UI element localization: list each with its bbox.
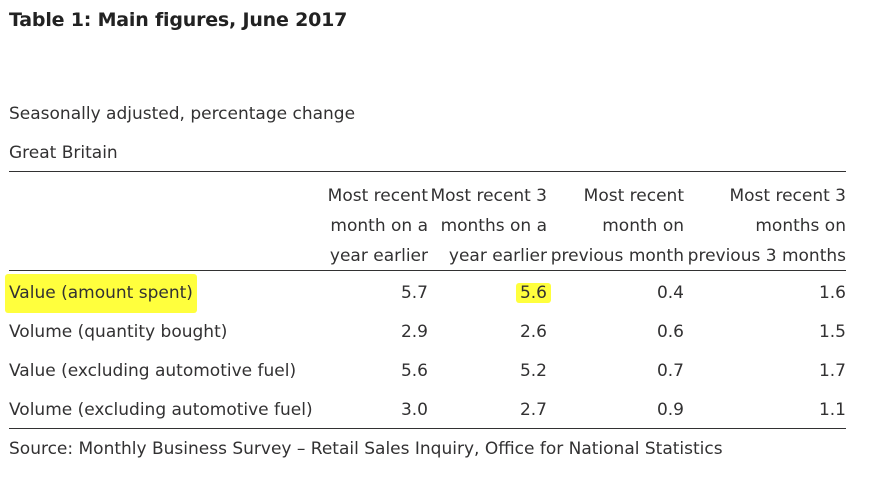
column-header-2: Most recent 3 months on a year earlier xyxy=(430,181,547,271)
source-note: Source: Monthly Business Survey – Retail… xyxy=(9,439,723,459)
cell-value: 0.9 xyxy=(656,400,684,420)
table-row: Volume (quantity bought) 2.9 2.6 0.6 1.5 xyxy=(9,313,846,352)
table-header-rule xyxy=(9,270,846,271)
table-title: Table 1: Main figures, June 2017 xyxy=(9,9,348,31)
table-subtitle: Seasonally adjusted, percentage change xyxy=(9,104,356,124)
cell-value: 0.7 xyxy=(656,361,684,381)
cell-value: 2.6 xyxy=(519,322,547,342)
column-header-3: Most recent month on previous month xyxy=(551,181,684,271)
cell-value: 5.2 xyxy=(519,361,547,381)
cell-value: 1.1 xyxy=(818,400,846,420)
column-header-line: Most recent xyxy=(583,186,684,206)
row-label: Value (amount spent) xyxy=(5,274,197,313)
table-row: Value (amount spent) 5.7 5.6 0.4 1.6 xyxy=(5,274,846,313)
row-label: Value (excluding automotive fuel) xyxy=(9,361,297,381)
column-header-4: Most recent 3 months on previous 3 month… xyxy=(688,181,846,271)
column-header-line: Most recent 3 xyxy=(430,186,547,206)
column-header-line: months on xyxy=(755,216,846,236)
column-header-1: Most recent month on a year earlier xyxy=(328,181,428,271)
cell-value: 0.6 xyxy=(656,322,684,342)
cell-value: 3.0 xyxy=(400,400,428,420)
column-header-line: Most recent xyxy=(327,186,428,206)
column-header-line: month on a xyxy=(330,216,428,236)
column-header-line: year earlier xyxy=(448,246,547,266)
column-header-line: months on a xyxy=(440,216,547,236)
cell-value: 0.4 xyxy=(656,283,684,303)
column-header-line: previous month xyxy=(550,246,684,266)
highlight-mark: 5.6 xyxy=(515,283,551,303)
column-header-line: previous 3 months xyxy=(687,246,846,266)
cell-value: 2.7 xyxy=(519,400,547,420)
cell-value: 5.6 xyxy=(400,361,428,381)
cell-value: 1.7 xyxy=(818,361,846,381)
row-label: Volume (excluding automotive fuel) xyxy=(9,400,313,420)
cell-value: 1.6 xyxy=(818,283,846,303)
cell-value: 5.7 xyxy=(400,283,428,303)
table-top-rule xyxy=(9,171,846,172)
table-row: Volume (excluding automotive fuel) 3.0 2… xyxy=(9,391,846,430)
cell-value: 1.5 xyxy=(818,322,846,342)
cell-value-highlighted: 5.6 xyxy=(515,274,551,313)
column-header-line: year earlier xyxy=(329,246,428,266)
column-header-line: Most recent 3 xyxy=(729,186,846,206)
cell-value: 2.9 xyxy=(400,322,428,342)
column-header-line: month on xyxy=(602,216,684,236)
row-label: Volume (quantity bought) xyxy=(9,322,228,342)
table-bottom-rule xyxy=(9,428,846,429)
region-label: Great Britain xyxy=(9,143,118,163)
table-row: Value (excluding automotive fuel) 5.6 5.… xyxy=(9,352,846,391)
